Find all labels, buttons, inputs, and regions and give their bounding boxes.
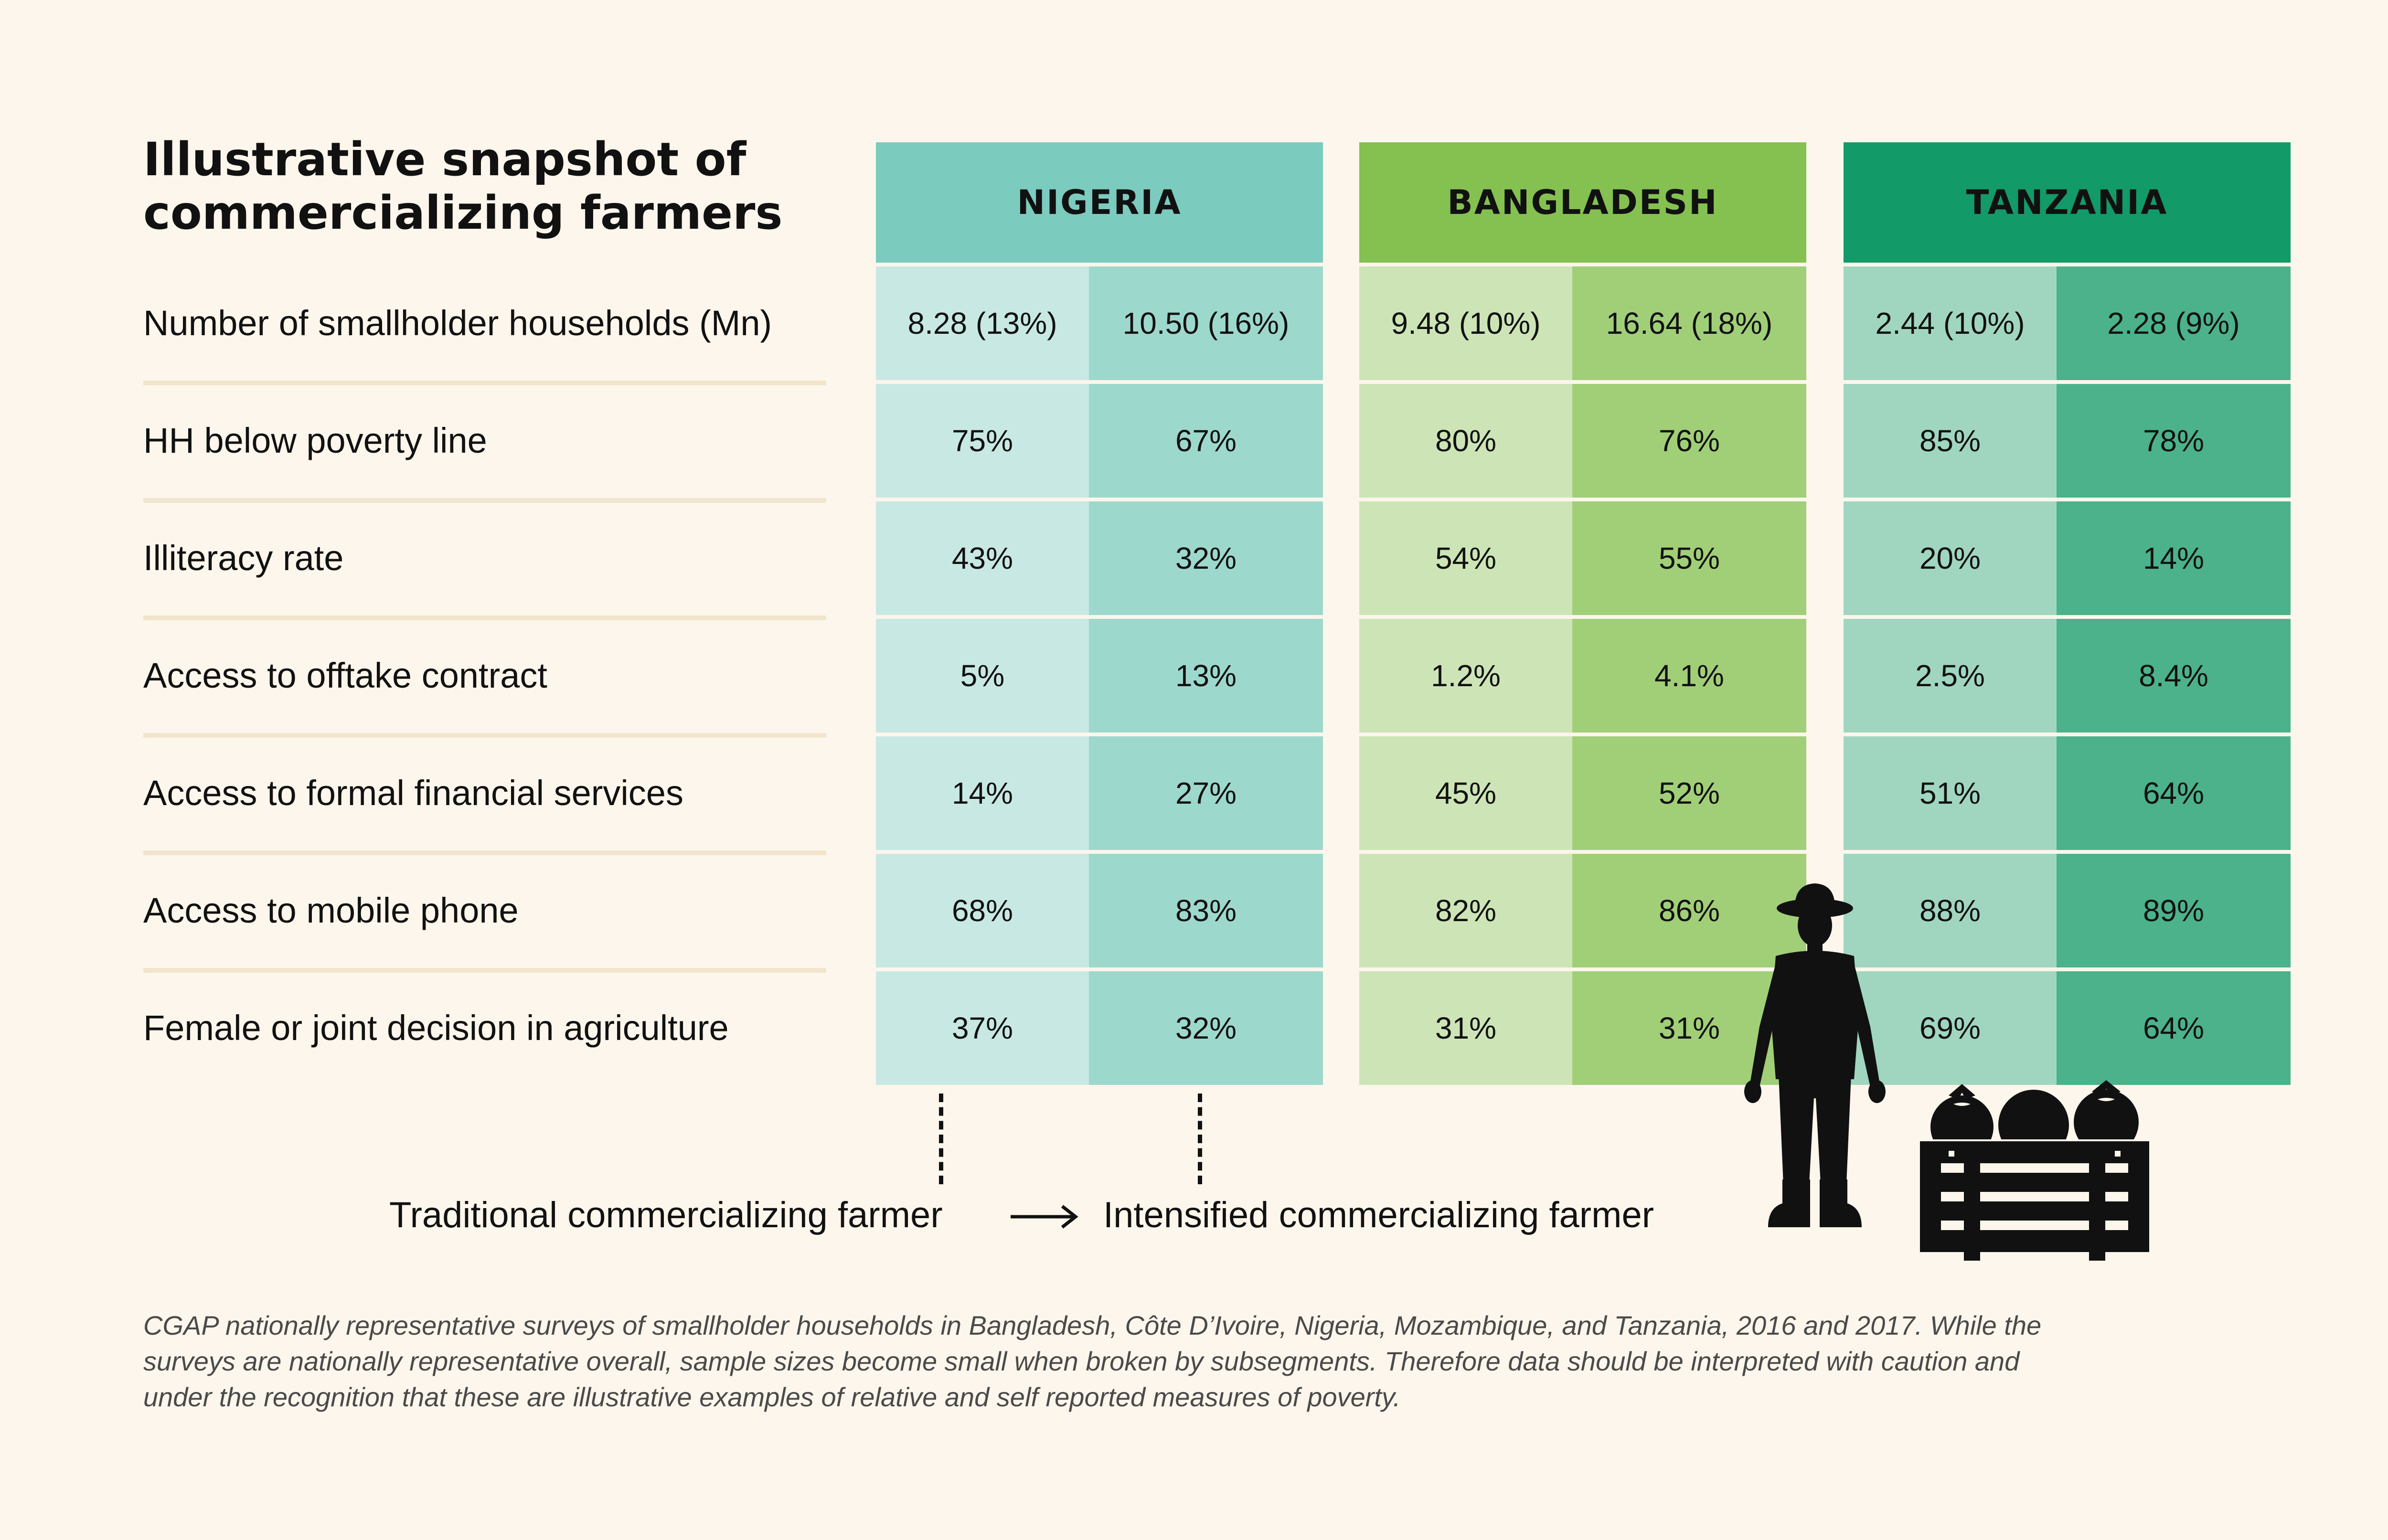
- country-header: BANGLADESH: [1359, 142, 1806, 263]
- data-cell-intensified: 4.1%: [1572, 619, 1806, 733]
- data-cell-intensified: 2.28 (9%): [2057, 266, 2291, 380]
- vegetable-crate-icon: [1920, 1080, 2149, 1261]
- row-label: Access to formal financial services: [143, 773, 683, 813]
- data-cell-traditional: 43%: [876, 501, 1089, 615]
- row-divider: [143, 498, 826, 503]
- country-header: NIGERIA: [876, 142, 1323, 263]
- row-divider: [143, 968, 826, 973]
- data-cell-intensified: 76%: [1572, 384, 1806, 498]
- row-divider: [143, 733, 826, 738]
- country-header: TANZANIA: [1844, 142, 2291, 263]
- data-cell-intensified: 10.50 (16%): [1089, 266, 1323, 380]
- footnote-line-2: surveys are nationally representative ov…: [143, 1346, 2020, 1376]
- data-cell-intensified: 67%: [1089, 384, 1323, 498]
- row-label: Number of smallholder households (Mn): [143, 303, 772, 343]
- footnote-line-3: under the recognition that these are ill…: [143, 1382, 1401, 1412]
- data-cell-intensified: 64%: [2057, 736, 2291, 850]
- data-cell-traditional: 14%: [876, 736, 1089, 850]
- row-label: Access to offtake contract: [143, 656, 547, 695]
- farmer-icon: [1744, 883, 1886, 1227]
- data-cell-intensified: 89%: [2057, 854, 2291, 967]
- footnote-line-1: CGAP nationally representative surveys o…: [143, 1310, 2042, 1340]
- row-label: Access to mobile phone: [143, 891, 519, 930]
- data-cell-intensified: 14%: [2057, 501, 2291, 615]
- data-cell-traditional: 75%: [876, 384, 1089, 498]
- data-cell-intensified: 8.4%: [2057, 619, 2291, 733]
- data-cell-traditional: 68%: [876, 854, 1089, 967]
- data-cell-traditional: 2.5%: [1844, 619, 2057, 733]
- row-label: Female or joint decision in agriculture: [143, 1008, 729, 1048]
- data-cell-traditional: 9.48 (10%): [1359, 266, 1572, 380]
- data-cell-traditional: 5%: [876, 619, 1089, 733]
- data-cell-intensified: 78%: [2057, 384, 2291, 498]
- data-cell-traditional: 80%: [1359, 384, 1572, 498]
- data-cell-intensified: 83%: [1089, 854, 1323, 967]
- data-cell-traditional: 1.2%: [1359, 619, 1572, 733]
- data-cell-intensified: 13%: [1089, 619, 1323, 733]
- title-line-1: Illustrative snapshot of: [143, 133, 746, 186]
- data-cell-intensified: 64%: [2057, 971, 2291, 1085]
- data-cell-intensified: 86%: [1572, 854, 1806, 967]
- traditional-marker-line: [939, 1094, 948, 1184]
- source-footnote: CGAP nationally representative surveys o…: [143, 1307, 2273, 1415]
- data-cell-traditional: 37%: [876, 971, 1089, 1085]
- data-cell-traditional: 45%: [1359, 736, 1572, 850]
- data-cell-traditional: 85%: [1844, 384, 2057, 498]
- arrow-right-icon: [1011, 1205, 1078, 1229]
- data-cell-traditional: 51%: [1844, 736, 2057, 850]
- data-cell-traditional: 31%: [1359, 971, 1572, 1085]
- row-divider: [143, 381, 826, 385]
- row-divider: [143, 616, 826, 620]
- data-cell-traditional: 8.28 (13%): [876, 266, 1089, 380]
- data-cell-intensified: 27%: [1089, 736, 1323, 850]
- data-cell-intensified: 55%: [1572, 501, 1806, 615]
- legend-intensified: Intensified commercializing farmer: [1103, 1195, 1654, 1235]
- legend-traditional: Traditional commercializing farmer: [389, 1195, 943, 1235]
- row-label: Illiteracy rate: [143, 538, 344, 578]
- chart-title: Illustrative snapshot of commercializing…: [143, 133, 860, 240]
- data-cell-intensified: 52%: [1572, 736, 1806, 850]
- title-line-2: commercializing farmers: [143, 186, 783, 240]
- data-cell-traditional: 54%: [1359, 501, 1572, 615]
- data-cell-intensified: 16.64 (18%): [1572, 266, 1806, 380]
- data-cell-traditional: 88%: [1844, 854, 2057, 967]
- data-cell-traditional: 20%: [1844, 501, 2057, 615]
- data-cell-traditional: 82%: [1359, 854, 1572, 967]
- data-cell-intensified: 32%: [1089, 501, 1323, 615]
- data-cell-traditional: 2.44 (10%): [1844, 266, 2057, 380]
- data-cell-traditional: 69%: [1844, 971, 2057, 1085]
- intensified-marker-line: [1198, 1094, 1206, 1184]
- row-label: HH below poverty line: [143, 421, 487, 460]
- data-cell-intensified: 32%: [1089, 971, 1323, 1085]
- row-divider: [143, 850, 826, 855]
